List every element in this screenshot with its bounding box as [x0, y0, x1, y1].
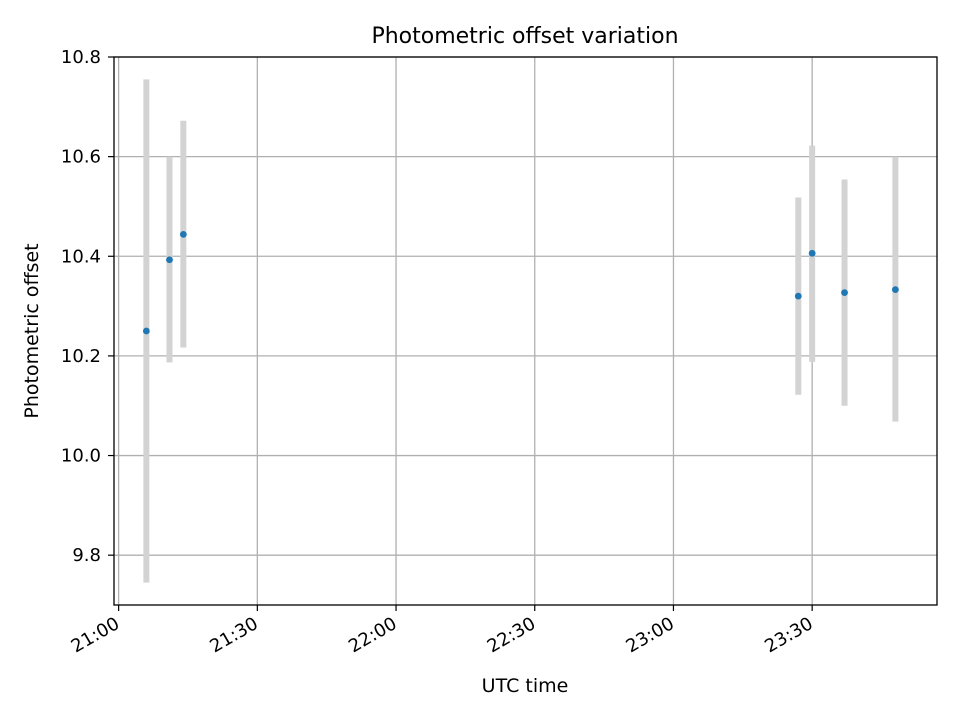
- data-point: [808, 249, 816, 257]
- data-point: [841, 289, 848, 297]
- y-tick-label: 10.2: [61, 346, 101, 367]
- y-tick-label: 10.4: [61, 246, 101, 267]
- y-tick-label: 10.6: [61, 147, 101, 168]
- x-axis-label: UTC time: [482, 675, 569, 697]
- y-tick-label: 9.8: [72, 545, 101, 566]
- y-tick-label: 10.0: [61, 446, 101, 467]
- data-point: [142, 327, 150, 335]
- data-point: [179, 230, 187, 238]
- data-point: [891, 286, 899, 294]
- data-point: [166, 256, 173, 264]
- chart-title: Photometric offset variation: [371, 24, 678, 49]
- plot-frame: [113, 56, 938, 606]
- y-axis-label: Photometric offset: [21, 243, 43, 418]
- data-points: [142, 230, 899, 335]
- data-point: [794, 292, 802, 300]
- y-tick-label: 10.8: [61, 47, 101, 68]
